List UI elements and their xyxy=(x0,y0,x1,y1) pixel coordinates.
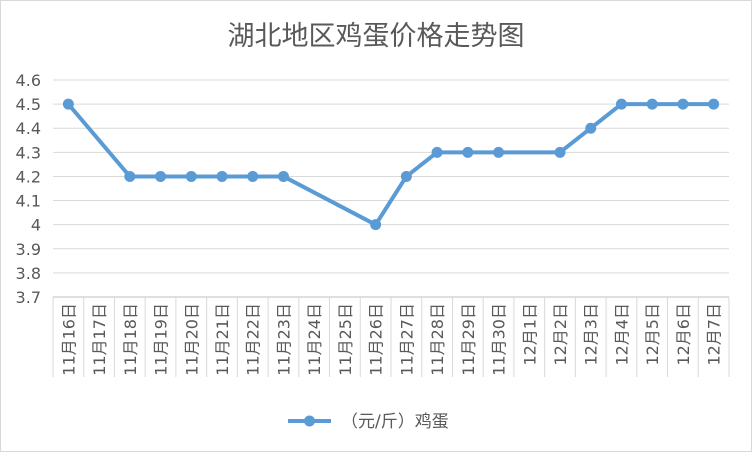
data-point xyxy=(400,170,412,182)
y-tick-label: 4.1 xyxy=(16,192,41,211)
data-point xyxy=(585,122,597,134)
y-tick-label: 4.5 xyxy=(16,95,41,114)
x-tick-label: 12月7日 xyxy=(705,303,724,366)
data-point xyxy=(370,219,382,231)
x-tick-label: 11月20日 xyxy=(182,303,201,376)
y-tick-label: 4 xyxy=(31,216,41,235)
x-tick-label: 11月27日 xyxy=(397,303,416,376)
y-tick-label: 4.6 xyxy=(16,71,41,90)
x-tick-label: 11月23日 xyxy=(274,303,293,376)
x-tick-label: 11月25日 xyxy=(336,303,355,376)
data-point xyxy=(247,170,259,182)
x-tick-label: 11月18日 xyxy=(121,303,140,376)
data-point xyxy=(615,98,627,110)
x-tick-label: 12月1日 xyxy=(520,303,539,366)
legend: （元/斤）鸡蛋 xyxy=(288,412,449,432)
legend-marker-swatch xyxy=(304,415,315,427)
x-tick-label: 11月29日 xyxy=(459,303,478,376)
y-tick-label: 4.2 xyxy=(16,167,41,186)
data-point xyxy=(62,98,74,110)
y-tick-label: 3.9 xyxy=(16,240,41,259)
data-point xyxy=(124,170,136,182)
data-point xyxy=(185,170,197,182)
data-point xyxy=(646,98,658,110)
legend-label: （元/斤）鸡蛋 xyxy=(341,412,449,432)
data-point xyxy=(216,170,228,182)
x-tick-label: 11月17日 xyxy=(90,303,109,376)
data-point xyxy=(462,146,474,158)
x-tick-label: 12月6日 xyxy=(674,303,693,366)
data-point xyxy=(677,98,689,110)
y-tick-label: 3.8 xyxy=(16,264,41,283)
data-point xyxy=(155,170,167,182)
x-axis-tick-labels: 11月16日 11月17日 11月18日 11月19日 11月20日 11月21日 11月2… xyxy=(59,303,723,376)
x-tick-label: 11月19日 xyxy=(152,303,171,376)
data-point xyxy=(493,146,505,158)
x-tick-label: 12月4日 xyxy=(612,303,631,366)
series-layer xyxy=(62,98,720,231)
x-tick-label: 12月3日 xyxy=(582,303,601,366)
x-tick-label: 11月24日 xyxy=(305,303,324,376)
x-tick-label: 11月16日 xyxy=(59,303,78,376)
data-point xyxy=(708,98,720,110)
series-line xyxy=(66,102,716,227)
x-tick-label: 12月5日 xyxy=(643,303,662,366)
x-tick-label: 11月28日 xyxy=(428,303,447,376)
x-tick-label: 11月22日 xyxy=(244,303,263,376)
x-tick-label: 11月26日 xyxy=(367,303,386,376)
data-point xyxy=(277,170,289,182)
x-tick-label: 12月2日 xyxy=(551,303,570,366)
y-tick-label: 4.3 xyxy=(16,143,41,162)
y-tick-label: 3.7 xyxy=(16,288,41,307)
chart-title: 湖北地区鸡蛋价格走势图 xyxy=(228,21,525,52)
y-axis-tick-labels: 3.7 3.8 3.9 4 4.1 4.2 4.3 4.4 4.5 4.6 xyxy=(16,71,41,307)
data-point xyxy=(431,146,443,158)
x-tick-label: 11月21日 xyxy=(213,303,232,376)
x-tick-label: 11月30日 xyxy=(490,303,509,376)
data-point xyxy=(554,146,566,158)
y-tick-label: 4.4 xyxy=(16,119,41,138)
